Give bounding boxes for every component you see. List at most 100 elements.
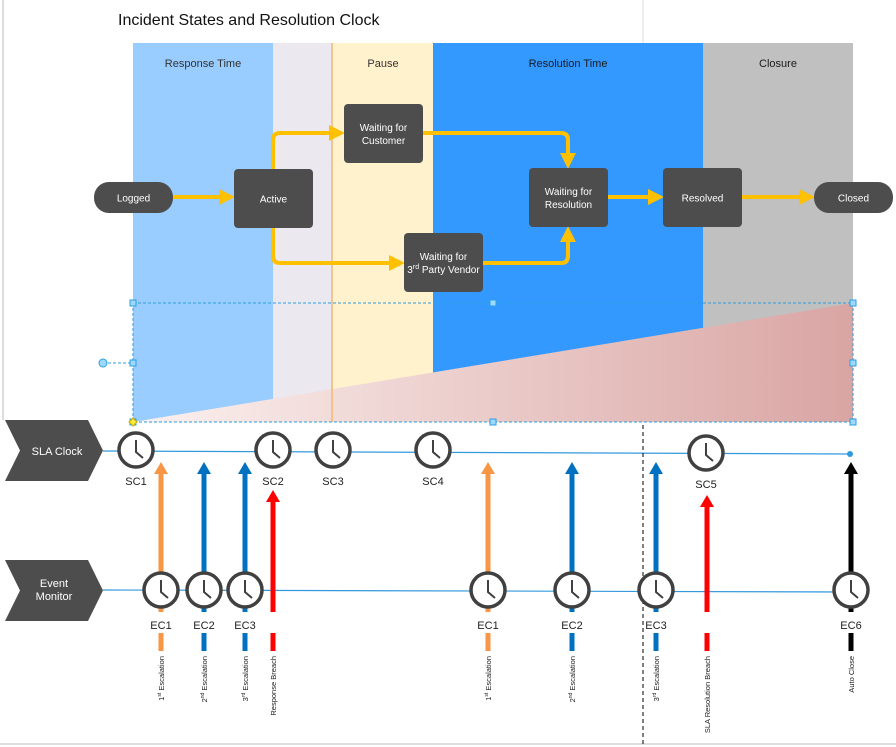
event-arrow-head — [565, 462, 579, 474]
phase-column-2: Pause — [333, 43, 433, 422]
state-label: Logged — [117, 194, 150, 205]
selection-handle[interactable] — [129, 359, 137, 367]
state-label: Closed — [838, 194, 869, 205]
state-box — [344, 104, 423, 163]
event-arrow-head — [700, 495, 714, 507]
event-clock-label: EC3 — [645, 620, 666, 632]
rest: Escalation — [484, 656, 493, 693]
superscript: nd — [568, 692, 574, 698]
phase-label: Closure — [759, 58, 797, 70]
event-clock-0: EC1 — [142, 571, 180, 632]
flow-arrow-active-to-waiting-vendor — [271, 228, 405, 271]
event-arrow-head — [238, 462, 252, 474]
event-clock-label: EC2 — [193, 620, 214, 632]
state-box — [814, 182, 893, 213]
event-marker — [485, 633, 491, 651]
phase-background — [333, 43, 433, 422]
rest: Escalation — [241, 656, 250, 693]
clock-hands — [571, 580, 580, 599]
event-arrow-head — [154, 462, 168, 474]
event-marker — [704, 633, 710, 651]
superscript: rd — [241, 692, 247, 697]
selection-handle[interactable] — [489, 299, 497, 307]
rest: Escalation — [200, 656, 209, 693]
state-label: Resolution — [545, 200, 592, 211]
state-box — [94, 182, 173, 213]
clock-hands — [850, 580, 859, 599]
event-clock-6: EC3 — [637, 571, 675, 632]
event-arrow-head — [649, 462, 663, 474]
event-clock-8: EC6 — [832, 571, 870, 632]
event-marker — [569, 633, 575, 651]
event-clock-1: EC2 — [185, 571, 223, 632]
selection-handle[interactable] — [849, 418, 857, 426]
state-label: Active — [260, 195, 288, 206]
event-clock-label: EC2 — [561, 620, 582, 632]
event-arrow-3: Response Breach — [266, 490, 280, 716]
sla-clock-label: SC3 — [322, 476, 343, 488]
flow-arrow-active-to-waiting-customer — [271, 125, 345, 169]
sla-clock-lane-label: SLA Clock — [32, 446, 83, 458]
clock-hands — [432, 440, 441, 459]
clock-hands — [272, 440, 281, 459]
event-label: 1st Escalation — [157, 656, 166, 701]
event-label: 3rd Escalation — [241, 656, 250, 701]
rest: Escalation — [568, 656, 577, 693]
selection-handle[interactable] — [129, 299, 137, 307]
phase-background — [133, 43, 273, 422]
event-arrow-head — [481, 462, 495, 474]
state-label: Waiting for — [420, 252, 468, 263]
event-label: SLA Resolution Breach — [703, 656, 712, 733]
rotation-handle[interactable] — [98, 358, 108, 368]
state-closed: Closed — [814, 182, 893, 213]
state-box — [234, 169, 313, 228]
event-monitor-lane-label: Monitor — [36, 591, 73, 603]
event-marker — [848, 633, 854, 651]
sla-clock-sc1: SC1 — [117, 431, 155, 488]
event-marker — [201, 633, 207, 651]
event-arrow-head — [197, 462, 211, 474]
phase-label: Resolution Time — [529, 58, 608, 70]
sla-timeline-end — [847, 451, 853, 457]
state-label: Waiting for — [545, 187, 593, 198]
flow-arrow-waiting-vendor-to-waiting-resolution — [483, 226, 576, 265]
control-handle[interactable] — [128, 417, 138, 427]
event-arrow-7: SLA Resolution Breach — [700, 495, 714, 733]
state-waiting-resolution: Waiting for Resolution — [529, 168, 608, 227]
sla-clock-sc2: SC2 — [254, 431, 292, 488]
clock-hands — [160, 580, 169, 599]
superscript: st — [484, 692, 490, 697]
event-arrow-head — [844, 462, 858, 474]
event-clock-label: EC1 — [150, 620, 171, 632]
selection-handle[interactable] — [849, 299, 857, 307]
rest: Party Vendor — [419, 265, 480, 276]
superscript: rd — [413, 264, 419, 271]
sla-clock-label: SC5 — [695, 479, 716, 491]
clock-hands — [655, 580, 664, 599]
superscript: st — [157, 692, 163, 697]
sla-clock-sc4: SC4 — [414, 431, 452, 488]
clock-hands — [203, 580, 212, 599]
event-monitor-lane-label: Event — [40, 578, 68, 590]
event-clock-label: EC1 — [477, 620, 498, 632]
state-waiting-customer: Waiting for Customer — [344, 104, 423, 163]
selection-handle[interactable] — [489, 418, 497, 426]
event-label: 1st Escalation — [484, 656, 493, 701]
state-label: 3rd Party Vendor — [407, 264, 480, 276]
selection-handle[interactable] — [849, 359, 857, 367]
event-marker — [653, 633, 659, 651]
clock-hands — [332, 440, 341, 459]
state-label: Resolved — [682, 194, 724, 205]
superscript: nd — [200, 692, 206, 698]
phase-column-1 — [273, 43, 333, 422]
resolution-clock-wedge — [133, 303, 853, 422]
state-resolved: Resolved — [663, 168, 742, 227]
superscript: rd — [652, 692, 658, 697]
event-marker — [158, 633, 164, 651]
event-marker — [242, 633, 248, 651]
clock-hands — [244, 580, 253, 599]
event-clock-4: EC1 — [469, 571, 507, 632]
state-label: Waiting for — [360, 123, 408, 134]
